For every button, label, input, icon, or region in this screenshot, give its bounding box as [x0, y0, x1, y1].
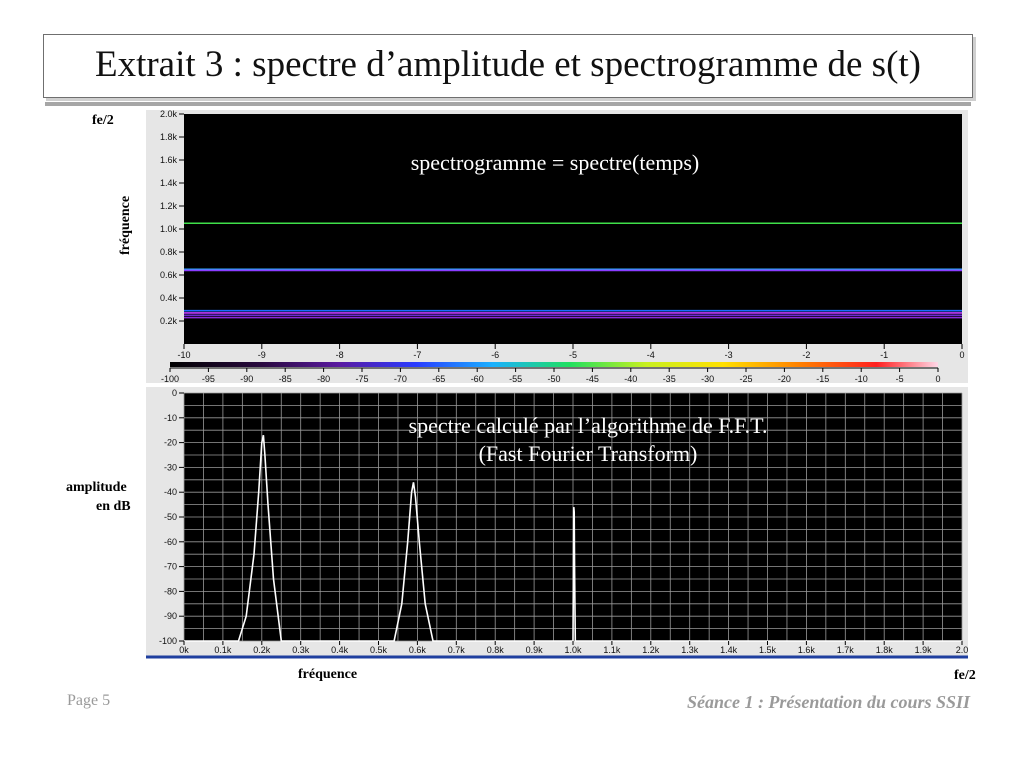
fft-y-tick-label: -60 — [164, 537, 177, 547]
colorbar — [170, 362, 938, 367]
spectrogram-x-tick-label: -2 — [802, 350, 810, 360]
fft-title: spectre calculé par l’algorithme de F.F.… — [409, 413, 768, 438]
fe2-bottom-label: fe/2 — [954, 668, 976, 683]
spectrogram-y-tick-label: 1.8k — [160, 132, 178, 142]
spectrogram-x-tick-label: -8 — [336, 350, 344, 360]
spectrogram-y-tick-label: 2.0k — [160, 110, 178, 119]
fft-y-tick-label: -90 — [164, 611, 177, 621]
spectrogram-y-tick-label: 1.0k — [160, 224, 178, 234]
colorbar-tick-label: -80 — [317, 374, 330, 384]
spectrogram-x-tick-label: -3 — [725, 350, 733, 360]
colorbar-tick-label: -35 — [663, 374, 676, 384]
fe2-top-label: fe/2 — [92, 113, 114, 128]
amplitude-unit-label: en dB — [96, 499, 131, 514]
fft-spectrum-trace — [184, 435, 962, 642]
fft-y-tick-label: -30 — [164, 462, 177, 472]
spectrogram-y-tick-label: 0.2k — [160, 316, 178, 326]
spectrogram-x-tick-label: -7 — [413, 350, 421, 360]
fft-subtitle: (Fast Fourier Transform) — [479, 441, 698, 466]
spectrogram-x-tick-label: -1 — [880, 350, 888, 360]
fft-y-tick-label: -50 — [164, 512, 177, 522]
fft-x-tick-label: 1.2k — [642, 645, 660, 655]
spectrogram-y-tick-label: 1.4k — [160, 178, 178, 188]
colorbar-tick-label: -45 — [586, 374, 599, 384]
title-divider — [45, 102, 971, 106]
colorbar-tick-label: -55 — [509, 374, 522, 384]
colorbar-tick-label: -65 — [432, 374, 445, 384]
frequency-axis-label-bottom: fréquence — [298, 667, 358, 682]
colorbar-tick-label: -90 — [240, 374, 253, 384]
fft-x-tick-label: 1.6k — [798, 645, 816, 655]
fft-y-tick-label: -100 — [159, 636, 177, 646]
fft-x-tick-label: 1.4k — [720, 645, 738, 655]
colorbar-tick-label: -75 — [355, 374, 368, 384]
fft-x-tick-label: 1.9k — [915, 645, 933, 655]
fft-x-tick-label: 0.7k — [448, 645, 466, 655]
slide-title-box: Extrait 3 : spectre d’amplitude et spect… — [43, 34, 973, 98]
spectrogram-x-tick-label: -6 — [491, 350, 499, 360]
amplitude-label: amplitude — [66, 480, 127, 495]
fft-x-tick-label: 1.8k — [876, 645, 894, 655]
colorbar-tick-label: -100 — [161, 374, 179, 384]
colorbar-tick-label: -95 — [202, 374, 215, 384]
fft-x-tick-label: 0.3k — [292, 645, 310, 655]
colorbar-tick-label: -30 — [701, 374, 714, 384]
colorbar-tick-label: -5 — [896, 374, 904, 384]
fft-y-tick-label: -40 — [164, 487, 177, 497]
spectrogram-x-tick-label: 0 — [959, 350, 964, 360]
spectrogram-y-tick-label: 1.6k — [160, 155, 178, 165]
fft-x-tick-label: 2.0 — [956, 645, 968, 655]
fft-x-tick-label: 1.5k — [759, 645, 777, 655]
frequency-axis-label-vertical: fréquence — [118, 195, 133, 255]
spectrogram-title: spectrogramme = spectre(temps) — [411, 150, 700, 175]
spectrogram-plot-area — [184, 114, 962, 344]
colorbar-tick-label: -70 — [394, 374, 407, 384]
colorbar-tick-label: -10 — [855, 374, 868, 384]
fft-y-tick-label: -20 — [164, 438, 177, 448]
fft-x-tick-label: 0.6k — [409, 645, 427, 655]
fft-x-tick-label: 0.5k — [370, 645, 388, 655]
spectrogram-x-tick-label: -9 — [258, 350, 266, 360]
colorbar-tick-label: -20 — [778, 374, 791, 384]
spectrogram-x-tick-label: -10 — [177, 350, 190, 360]
fft-y-tick-label: -70 — [164, 562, 177, 572]
fft-x-tick-label: 0.8k — [487, 645, 505, 655]
colorbar-tick-label: -15 — [816, 374, 829, 384]
fft-x-tick-label: 1.3k — [681, 645, 699, 655]
colorbar-tick-label: -60 — [471, 374, 484, 384]
page-number: Page 5 — [67, 692, 111, 709]
spectrogram-y-tick-label: 1.2k — [160, 201, 178, 211]
slide-title: Extrait 3 : spectre d’amplitude et spect… — [94, 44, 922, 85]
fft-y-tick-label: 0 — [172, 388, 177, 398]
spectrogram-y-tick-label: 0.6k — [160, 270, 178, 280]
fft-x-tick-label: 0.1k — [214, 645, 232, 655]
fft-y-tick-label: -80 — [164, 586, 177, 596]
fft-x-tick-label: 0.4k — [331, 645, 349, 655]
colorbar-tick-label: -40 — [624, 374, 637, 384]
colorbar-tick-label: -25 — [739, 374, 752, 384]
fft-x-tick-label: 1.7k — [837, 645, 855, 655]
spectrogram-y-tick-label: 0.8k — [160, 247, 178, 257]
spectrogram-x-tick-label: -5 — [569, 350, 577, 360]
fft-x-tick-label: 0k — [179, 645, 189, 655]
spectrogram-x-tick-label: -4 — [647, 350, 655, 360]
fft-x-tick-label: 0.9k — [526, 645, 544, 655]
colorbar-tick-label: -85 — [279, 374, 292, 384]
panel-separator — [146, 383, 968, 387]
spectrum-figure: 0.2k 0.4k 0.6k 0.8k 1.0k 1.2k 1.4k 1.6k 1.8k 2.0k… — [146, 110, 968, 659]
fft-x-tick-label: 1.1k — [603, 645, 621, 655]
colorbar-tick-label: -50 — [547, 374, 560, 384]
fft-x-tick-label: 1.0k — [564, 645, 582, 655]
spectrogram-y-tick-label: 0.4k — [160, 293, 178, 303]
course-footer: Séance 1 : Présentation du cours SSII — [686, 692, 970, 712]
fft-y-tick-label: -10 — [164, 413, 177, 423]
colorbar-tick-label: 0 — [935, 374, 940, 384]
fft-x-tick-label: 0.2k — [253, 645, 271, 655]
